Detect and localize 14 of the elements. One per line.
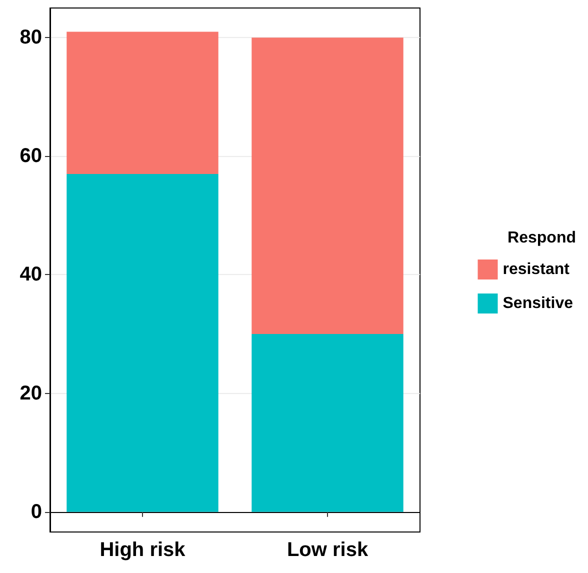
y-tick-label: 40 (20, 264, 42, 286)
bar (66, 174, 218, 512)
x-tick-label: High risk (100, 539, 186, 561)
bar (252, 38, 404, 334)
legend-label: Sensitive (502, 295, 574, 312)
x-tick-label: Low risk (286, 539, 369, 561)
y-tick-label: 0 (30, 500, 42, 523)
legend-title: Respond (508, 230, 576, 246)
y-tick-label: 80 (20, 26, 42, 49)
y-tick-label: 60 (20, 145, 42, 168)
bar (66, 32, 218, 174)
y-tick-label: 20 (20, 382, 42, 404)
legend-label: resistant (502, 261, 570, 278)
bar (252, 334, 404, 512)
